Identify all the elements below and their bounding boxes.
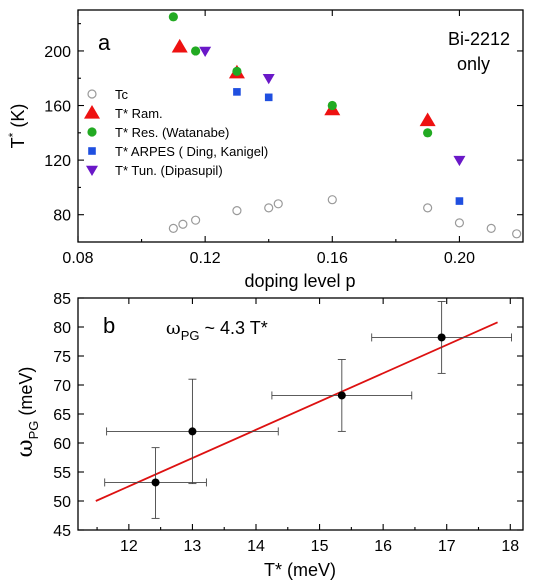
panel-a-frame	[77, 9, 524, 243]
x-tick-label: 18	[501, 538, 519, 555]
x-tick-label: 15	[311, 538, 329, 555]
data-point	[191, 215, 201, 225]
data-point	[454, 218, 465, 228]
data-point	[327, 100, 337, 111]
data-point	[423, 203, 433, 213]
data-point	[264, 93, 273, 102]
legend-marker	[84, 105, 100, 119]
panel-b-marks	[104, 301, 513, 519]
data-point	[453, 155, 466, 167]
panel-a: a Bi-2212 only doping level p T* (K) 0.0…	[6, 9, 524, 291]
y-tick-label: 80	[53, 320, 71, 337]
y-tick-label: 80	[53, 208, 71, 225]
panel-a-annotation-line1: Bi-2212	[448, 29, 510, 49]
data-point	[419, 112, 436, 127]
legend-marker	[87, 89, 97, 99]
panel-a-marks	[168, 12, 522, 239]
x-tick-label: 12	[120, 538, 138, 555]
data-point	[232, 206, 242, 216]
data-point	[437, 333, 446, 342]
panel-b-y-label: ωPG (meV)	[13, 367, 41, 458]
y-tick-label: 55	[53, 465, 71, 482]
data-point	[337, 391, 346, 400]
y-tick-label: 60	[53, 436, 71, 453]
panel-a-x-label: doping level p	[244, 271, 355, 291]
panel-a-legend: Tc T* Ram. T* Res. (Watanabe) T* ARPES ( Di…	[84, 87, 268, 178]
data-point	[455, 197, 464, 205]
data-point	[199, 46, 212, 57]
data-point	[233, 88, 241, 96]
legend-marker	[86, 165, 98, 176]
y-tick-label: 50	[53, 494, 71, 511]
panel-a-y-label: T* (K)	[6, 104, 28, 149]
legend-label: T* Ram.	[115, 106, 163, 121]
legend-marker	[87, 127, 97, 137]
y-tick-label: 65	[53, 407, 71, 424]
data-point	[191, 46, 201, 56]
y-tick-label: 45	[53, 523, 71, 540]
x-tick-label: 0.12	[190, 250, 221, 267]
y-tick-label: 160	[44, 99, 71, 116]
x-tick-label: 13	[184, 538, 202, 555]
x-tick-label: 17	[438, 538, 456, 555]
panel-a-ticks: 0.08 0.12 0.16 0.20 80 120 160 200	[44, 10, 523, 267]
panel-a-annotation-line2: only	[457, 54, 490, 74]
data-point	[327, 195, 337, 205]
panel-b: b ωPG ~ 4.3 T* T* (meV) ωPG (meV) 12 13 14…	[13, 291, 524, 580]
legend-marker	[88, 147, 96, 155]
legend-label: T* ARPES ( Ding, Kanigel)	[115, 144, 268, 159]
panel-b-x-label: T* (meV)	[264, 560, 336, 580]
data-point	[188, 427, 197, 436]
fit-line	[95, 321, 498, 502]
data-point	[171, 38, 188, 53]
data-point	[178, 219, 188, 229]
data-point	[273, 199, 283, 209]
y-tick-label: 200	[44, 44, 71, 61]
x-tick-label: 16	[374, 538, 392, 555]
panel-a-letter: a	[98, 30, 111, 55]
panel-b-frame	[77, 297, 524, 531]
data-point	[232, 66, 242, 77]
legend-label: T* Res. (Watanabe)	[115, 125, 229, 140]
y-tick-label: 75	[53, 349, 71, 366]
data-point	[486, 223, 496, 233]
data-point	[264, 203, 274, 213]
data-point	[151, 478, 160, 487]
data-point	[168, 12, 178, 22]
x-tick-label: 0.16	[317, 250, 348, 267]
legend-label: T* Tun. (Dipasupil)	[115, 163, 223, 178]
x-tick-label: 0.20	[444, 250, 475, 267]
y-tick-label: 85	[53, 291, 71, 308]
panel-b-ticks: 12 13 14 15 16 17 18 45 50 55 60 65 70 75 80 85	[53, 291, 523, 555]
y-tick-label: 120	[44, 153, 71, 170]
data-point	[423, 128, 433, 138]
x-tick-label: 14	[247, 538, 265, 555]
data-point	[262, 74, 275, 85]
panel-b-fit	[95, 321, 498, 502]
x-tick-label: 0.08	[62, 250, 93, 267]
y-tick-label: 70	[53, 378, 71, 395]
panel-b-letter: b	[103, 313, 115, 338]
legend-label: Tc	[115, 87, 129, 102]
data-point	[512, 229, 522, 239]
data-point	[168, 223, 178, 233]
panel-b-annotation: ωPG ~ 4.3 T*	[166, 318, 268, 343]
